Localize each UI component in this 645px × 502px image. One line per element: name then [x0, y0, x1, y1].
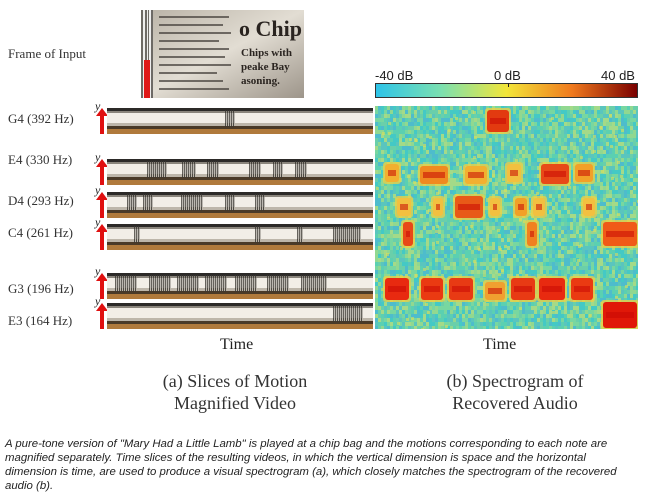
subcaption-b-line-2: Recovered Audio: [452, 393, 578, 413]
subcaption-a: (a) Slices of Motion Magnified Video: [130, 370, 340, 414]
subcaption-a-line-2: Magnified Video: [173, 393, 297, 413]
y-axis-label: y: [95, 264, 101, 278]
y-axis-label: y: [95, 294, 101, 308]
colorbar: [375, 83, 638, 98]
y-axis-label: y: [95, 99, 101, 113]
note-label: G3 (196 Hz): [8, 281, 74, 296]
motion-slice-strip: [107, 108, 373, 134]
chip-bag-subtext-2: peake Bay: [241, 61, 290, 73]
subcaption-b: (b) Spectrogram of Recovered Audio: [410, 370, 620, 414]
figure-caption: A pure-tone version of "Mary Had a Littl…: [5, 438, 617, 492]
y-axis-arrow-icon: [96, 273, 108, 299]
note-label: E4 (330 Hz): [8, 152, 73, 167]
right-time-label: Time: [483, 336, 517, 353]
frame-of-input-label: Frame of Input: [8, 46, 86, 61]
y-axis-arrow-icon: [96, 303, 108, 329]
motion-slice-strip: [107, 273, 373, 299]
y-axis-arrow-icon: [96, 224, 108, 250]
motion-slice-strip: [107, 224, 373, 250]
y-axis-arrow-icon: [96, 108, 108, 134]
motion-slice-strip: [107, 159, 373, 185]
subcaption-b-line-1: (b) Spectrogram of: [446, 371, 584, 391]
note-label: G4 (392 Hz): [8, 111, 74, 126]
y-axis-arrow-icon: [96, 192, 108, 218]
subcaption-a-line-1: (a) Slices of Motion: [162, 371, 308, 391]
chip-bag-subtext-1: Chips with: [241, 47, 292, 59]
note-label: E3 (164 Hz): [8, 313, 73, 328]
chip-bag-frame-image: o Chip Chips with peake Bay asoning.: [141, 10, 304, 98]
colorbar-mid-tick: [508, 83, 509, 87]
left-time-label: Time: [220, 336, 254, 353]
y-axis-label: y: [95, 150, 101, 164]
chip-bag-subtext-3: asoning.: [241, 75, 280, 87]
colorbar-mid-label: 0 dB: [494, 68, 521, 83]
note-label: D4 (293 Hz): [8, 193, 74, 208]
colorbar-max-label: 40 dB: [601, 68, 635, 83]
spectrogram: [375, 106, 638, 329]
y-axis-arrow-icon: [96, 159, 108, 185]
colorbar-min-label: -40 dB: [375, 68, 414, 83]
motion-slice-strip: [107, 192, 373, 218]
y-axis-label: y: [95, 215, 101, 229]
note-label: C4 (261 Hz): [8, 225, 73, 240]
chip-bag-logo-text: o Chip: [239, 16, 302, 41]
y-axis-label: y: [95, 183, 101, 197]
motion-slice-strip: [107, 303, 373, 329]
